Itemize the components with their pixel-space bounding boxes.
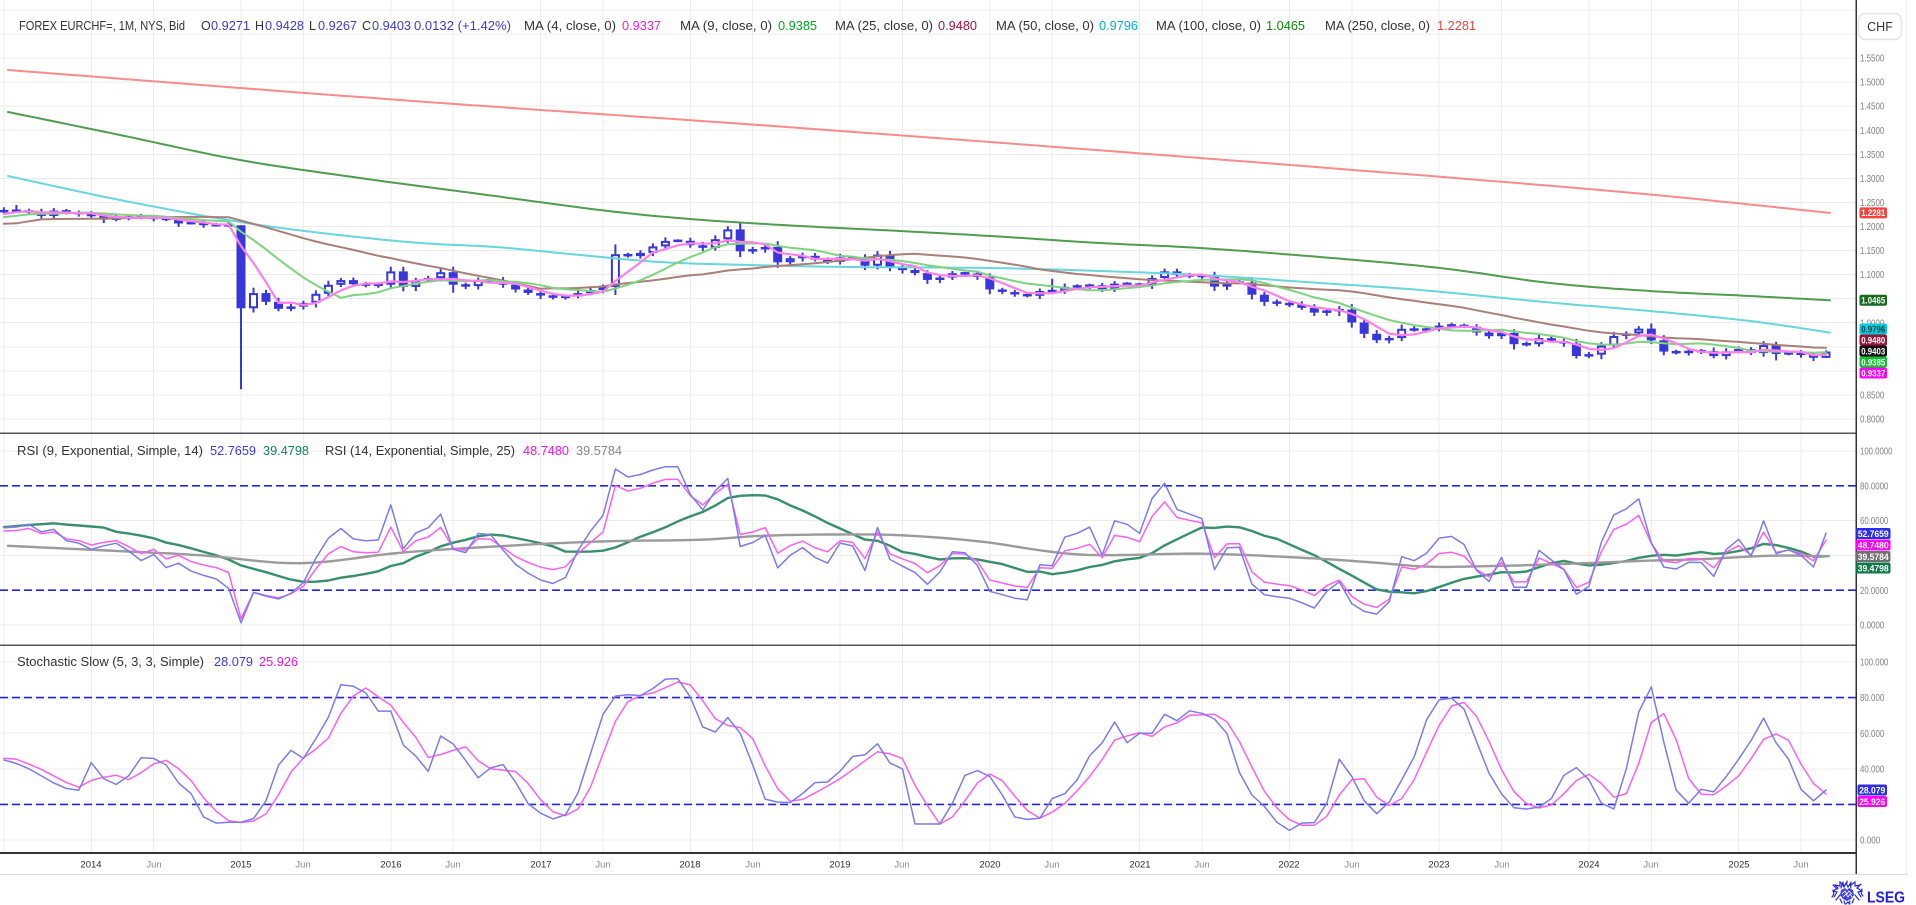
svg-text:1.5500: 1.5500 [1860,53,1884,65]
svg-text:0.9337: 0.9337 [622,19,661,33]
svg-text:O: O [201,19,211,33]
svg-text:MA (4, close, 0): MA (4, close, 0) [524,19,616,33]
svg-text:2018: 2018 [679,860,700,871]
svg-text:80.0000: 80.0000 [1860,480,1888,492]
svg-text:MA (250, close, 0): MA (250, close, 0) [1325,19,1430,33]
svg-text:Jun: Jun [445,860,460,871]
svg-text:48.7480: 48.7480 [1858,540,1889,551]
svg-text:2022: 2022 [1278,860,1299,871]
svg-text:Stochastic Slow (5, 3, 3, Simp: Stochastic Slow (5, 3, 3, Simple) [17,655,204,669]
svg-text:RSI (9, Exponential, Simple, 1: RSI (9, Exponential, Simple, 14) [17,444,203,458]
svg-text:RSI (14, Exponential, Simple,: RSI (14, Exponential, Simple, 25) [325,444,515,458]
svg-text:0.8000: 0.8000 [1860,414,1884,426]
svg-text:1.3000: 1.3000 [1860,173,1884,185]
svg-text:Jun: Jun [745,860,760,871]
svg-text:0.9403: 0.9403 [372,19,411,33]
svg-text:MA (100, close, 0): MA (100, close, 0) [1156,19,1261,33]
svg-text:CHF: CHF [1867,20,1893,34]
svg-text:0.0132 (+1.42%): 0.0132 (+1.42%) [414,19,511,33]
svg-text:2021: 2021 [1129,860,1150,871]
svg-text:0.000: 0.000 [1860,835,1880,847]
svg-text:2016: 2016 [380,860,401,871]
svg-text:0.9271: 0.9271 [211,19,250,33]
svg-text:MA (25, close, 0): MA (25, close, 0) [835,19,933,33]
svg-text:Jun: Jun [1494,860,1509,871]
svg-text:0.8500: 0.8500 [1860,390,1884,402]
svg-text:40.000: 40.000 [1860,763,1884,775]
svg-text:80.000: 80.000 [1860,692,1884,704]
svg-text:Jun: Jun [894,860,909,871]
svg-text:28.079: 28.079 [1859,785,1885,796]
svg-text:48.7480: 48.7480 [523,444,569,458]
svg-text:2014: 2014 [80,860,101,871]
svg-text:0.9796: 0.9796 [1099,19,1138,33]
svg-text:0.9480: 0.9480 [1861,335,1885,346]
svg-text:0.9337: 0.9337 [1861,368,1885,379]
svg-text:39.5784: 39.5784 [576,444,622,458]
svg-text:0.9480: 0.9480 [938,19,977,33]
svg-text:1.1000: 1.1000 [1860,269,1884,281]
svg-text:H: H [255,19,264,33]
svg-text:25.926: 25.926 [1859,797,1885,808]
svg-text:Jun: Jun [1194,860,1209,871]
svg-text:1.0465: 1.0465 [1266,19,1305,33]
svg-text:1.4500: 1.4500 [1860,101,1884,113]
svg-text:25.926: 25.926 [259,655,298,669]
svg-text:0.9403: 0.9403 [1861,346,1885,357]
svg-text:L: L [309,19,316,33]
svg-text:2019: 2019 [829,860,850,871]
svg-text:60.000: 60.000 [1860,728,1884,740]
svg-text:2023: 2023 [1428,860,1449,871]
svg-text:60.0000: 60.0000 [1860,515,1888,527]
svg-text:100.000: 100.000 [1860,657,1888,669]
svg-text:2025: 2025 [1728,860,1749,871]
svg-text:Jun: Jun [1793,860,1808,871]
svg-text:1.2500: 1.2500 [1860,197,1884,209]
svg-text:FOREX EURCHF=, 1M, NYS, Bid: FOREX EURCHF=, 1M, NYS, Bid [19,19,185,33]
svg-text:39.4798: 39.4798 [1858,563,1889,574]
svg-text:20.0000: 20.0000 [1860,585,1888,597]
svg-text:2020: 2020 [979,860,1000,871]
svg-text:1.2000: 1.2000 [1860,221,1884,233]
svg-text:39.4798: 39.4798 [263,444,309,458]
svg-text:Jun: Jun [146,860,161,871]
svg-text:Jun: Jun [1044,860,1059,871]
svg-text:0.9267: 0.9267 [318,19,357,33]
svg-text:1.4000: 1.4000 [1860,125,1884,137]
svg-text:LSEG: LSEG [1867,890,1905,905]
svg-text:28.079: 28.079 [214,655,253,669]
svg-text:2017: 2017 [530,860,551,871]
svg-text:1.2281: 1.2281 [1861,208,1886,219]
svg-text:1.2281: 1.2281 [1437,19,1476,33]
svg-text:2024: 2024 [1578,860,1599,871]
svg-text:52.7659: 52.7659 [1858,529,1889,540]
svg-text:Jun: Jun [295,860,310,871]
svg-text:52.7659: 52.7659 [210,444,256,458]
svg-text:Jun: Jun [595,860,610,871]
svg-text:2015: 2015 [230,860,251,871]
svg-text:39.5784: 39.5784 [1858,552,1890,563]
svg-text:0.9796: 0.9796 [1861,324,1885,335]
svg-text:0.9428: 0.9428 [265,19,304,33]
svg-text:0.9385: 0.9385 [1861,357,1886,368]
svg-text:Jun: Jun [1643,860,1658,871]
svg-text:Jun: Jun [1344,860,1359,871]
svg-text:1.1500: 1.1500 [1860,245,1884,257]
svg-text:0.9385: 0.9385 [778,19,817,33]
svg-text:1.3500: 1.3500 [1860,149,1884,161]
svg-text:1.5000: 1.5000 [1860,77,1884,89]
svg-text:MA (50, close, 0): MA (50, close, 0) [996,19,1094,33]
svg-text:0.0000: 0.0000 [1860,620,1884,632]
svg-text:MA (9, close, 0): MA (9, close, 0) [680,19,772,33]
svg-text:1.0465: 1.0465 [1861,296,1886,307]
svg-text:100.0000: 100.0000 [1860,446,1893,458]
svg-text:C: C [362,19,371,33]
